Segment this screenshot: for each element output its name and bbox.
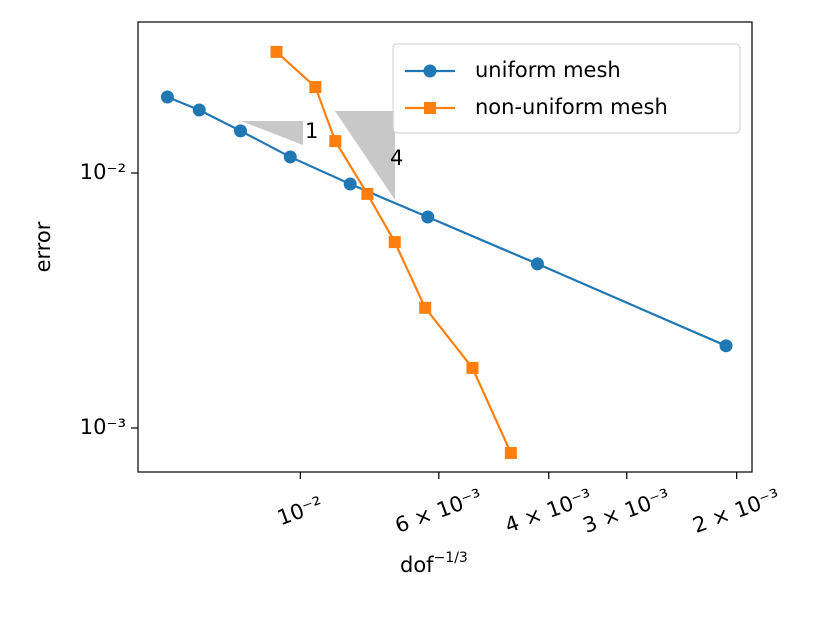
legend-label: uniform mesh — [475, 58, 621, 82]
marker — [192, 103, 206, 117]
x-axis-label-base: dof — [400, 553, 434, 577]
marker — [530, 257, 544, 271]
marker — [160, 90, 174, 104]
marker — [283, 150, 297, 164]
marker — [361, 187, 374, 200]
marker — [329, 135, 342, 148]
marker — [388, 236, 401, 249]
slope-triangle — [335, 111, 395, 200]
series-line — [166, 95, 727, 347]
marker — [419, 301, 432, 314]
annotation: 1 — [305, 119, 318, 143]
y-axis-label: error — [31, 221, 55, 272]
y-tick-label: 10⁻² — [80, 160, 126, 184]
marker — [234, 124, 248, 138]
legend-box — [392, 43, 741, 134]
slope-triangle — [241, 121, 303, 145]
marker — [343, 177, 357, 191]
legend-marker — [424, 102, 436, 114]
marker — [270, 45, 283, 58]
plot-frame — [137, 21, 753, 473]
legend-label: non-uniform mesh — [475, 95, 668, 119]
marker — [504, 446, 517, 459]
marker — [719, 339, 733, 353]
y-tick-label: 10⁻³ — [80, 415, 126, 439]
marker — [466, 361, 479, 374]
annotation: 4 — [390, 146, 403, 170]
legend-marker — [423, 64, 437, 78]
marker — [309, 81, 322, 94]
x-axis-label-exponent: −1/3 — [434, 550, 468, 566]
x-axis-label: dof−1/3 — [400, 550, 468, 577]
marker — [421, 210, 435, 224]
series-line — [275, 51, 512, 454]
